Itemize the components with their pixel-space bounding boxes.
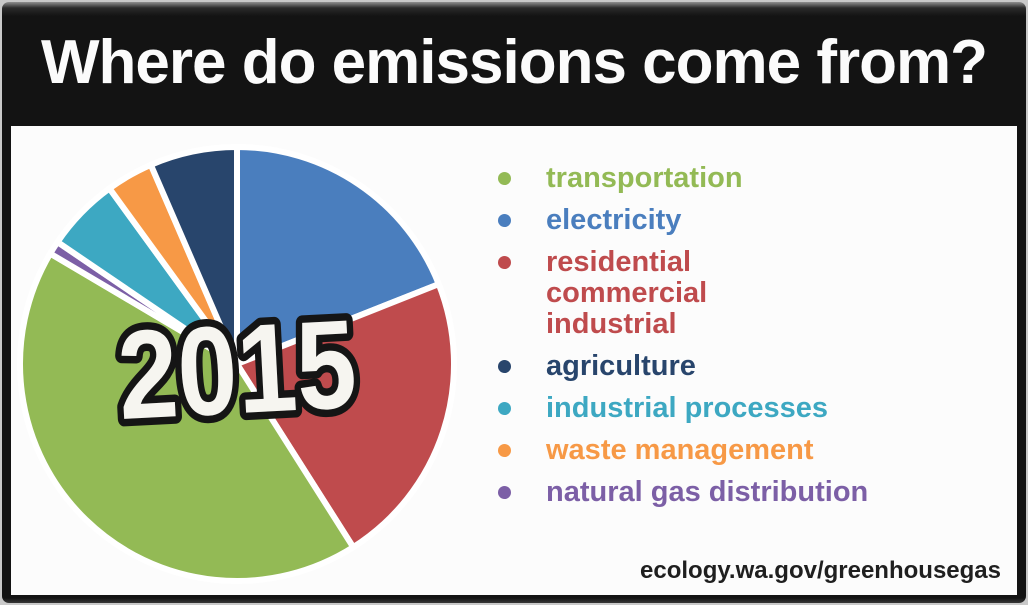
- pie-slice-electricity: [234, 143, 443, 369]
- pie-slice-residential-commercial-industrial: [232, 280, 457, 552]
- legend-label: agriculture: [546, 350, 696, 382]
- legend-item-transportation: transportation: [498, 163, 868, 194]
- legend-bullet-icon: [498, 486, 511, 499]
- legend-label: electricity: [546, 204, 682, 236]
- legend-bullet-icon: [498, 256, 511, 269]
- content-area: 2015 transportation electricity residentia…: [11, 126, 1017, 595]
- pie-slice-transportation: [17, 249, 358, 584]
- page-title: Where do emissions come from?: [41, 28, 988, 97]
- legend-item-natural-gas-distribution: natural gas distribution: [498, 477, 868, 508]
- legend-item-waste-management: waste management: [498, 435, 868, 466]
- legend-label: residential commercial industrial: [546, 246, 708, 340]
- legend-item-agriculture: agriculture: [498, 351, 868, 382]
- pie-slice-agriculture: [146, 143, 240, 366]
- source-url: ecology.wa.gov/greenhousegas: [640, 557, 1001, 584]
- year-label: 2015: [115, 293, 360, 446]
- legend-item-residential-commercial-industrial: residential commercial industrial: [498, 247, 868, 340]
- emissions-pie-chart: 2015: [7, 134, 467, 594]
- legend-item-electricity: electricity: [498, 205, 868, 236]
- legend-label: transportation: [546, 162, 743, 194]
- pie-svg: 2015: [17, 143, 457, 584]
- legend-label: natural gas distribution: [546, 476, 869, 508]
- header-bar: Where do emissions come from?: [2, 28, 1026, 97]
- legend-label: industrial processes: [546, 392, 829, 424]
- legend-bullet-icon: [498, 444, 511, 457]
- legend-bullet-icon: [498, 214, 511, 227]
- legend-item-industrial-processes: industrial processes: [498, 393, 868, 424]
- legend-bullet-icon: [498, 402, 511, 415]
- chart-legend: transportation electricity residential com…: [498, 163, 868, 519]
- legend-bullet-icon: [498, 360, 511, 373]
- legend-bullet-icon: [498, 172, 511, 185]
- legend-label: waste management: [546, 434, 814, 466]
